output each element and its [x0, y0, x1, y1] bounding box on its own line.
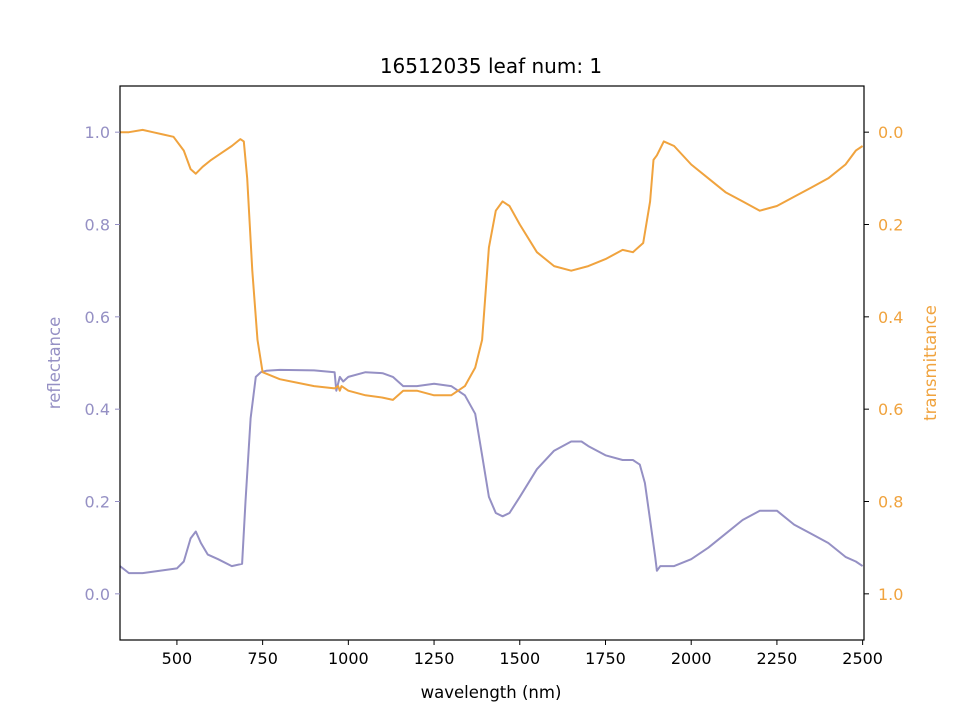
x-axis: 500 750 1000 1250 1500 1750 2000 2250 2500	[162, 640, 883, 668]
left-y-tick-label: 0.4	[85, 400, 110, 419]
series-line-reflectance	[119, 368, 864, 575]
plot-frame	[119, 85, 865, 641]
x-tick-label: 750	[247, 649, 278, 668]
x-tick-label: 1000	[328, 649, 369, 668]
right-y-axis: 0.0 0.2 0.4 0.6 0.8 1.0	[864, 123, 903, 604]
right-y-tick-label: 0.8	[878, 493, 903, 512]
x-axis-label: wavelength (nm)	[421, 683, 562, 702]
right-y-tick-label: 0.2	[878, 216, 903, 235]
chart-title: 16512035 leaf num: 1	[380, 54, 602, 78]
left-y-tick-label: 0.2	[85, 493, 110, 512]
right-y-tick-label: 0.0	[878, 123, 903, 142]
x-tick-label: 1500	[499, 649, 540, 668]
x-tick-label: 2500	[842, 649, 883, 668]
x-tick-label: 1750	[585, 649, 626, 668]
x-tick-label: 2000	[671, 649, 712, 668]
left-y-axis-label: reflectance	[45, 317, 64, 409]
x-tick-label: 2250	[757, 649, 798, 668]
left-y-tick-label: 0.0	[85, 585, 110, 604]
series-line-transmittance	[120, 128, 864, 401]
left-y-axis: 0.0 0.2 0.4 0.6 0.8 1.0	[85, 123, 120, 604]
left-y-tick-label: 0.8	[85, 216, 110, 235]
left-y-tick-label: 1.0	[85, 123, 110, 142]
x-tick-label: 1250	[414, 649, 455, 668]
x-tick-label: 500	[162, 649, 193, 668]
right-y-tick-label: 0.4	[878, 308, 903, 327]
right-y-axis-label: transmittance	[921, 305, 940, 421]
right-y-tick-label: 1.0	[878, 585, 903, 604]
series-layer	[119, 128, 864, 575]
right-y-tick-label: 0.6	[878, 400, 903, 419]
left-y-tick-label: 0.6	[85, 308, 110, 327]
